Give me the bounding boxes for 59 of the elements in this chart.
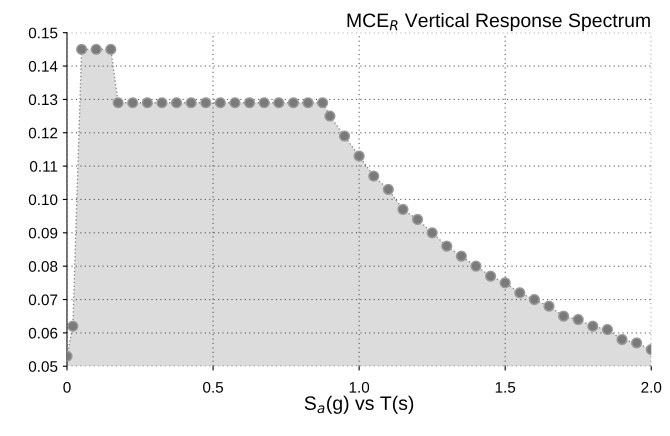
point: [456, 250, 467, 262]
point: [156, 97, 168, 108]
point: [324, 110, 336, 122]
point: [186, 97, 197, 108]
y-tick-label: 0.06: [28, 328, 58, 339]
point: [288, 97, 299, 108]
point: [602, 324, 613, 336]
point: [105, 44, 116, 55]
x-tick-label: 0.5: [203, 382, 224, 393]
point: [616, 334, 628, 346]
point: [170, 97, 182, 108]
point: [302, 97, 314, 108]
chart-title: MCE$_{R}$ Vertical Response Spectrum: [348, 12, 650, 32]
y-tick-label: 0.09: [28, 228, 58, 239]
point: [229, 97, 241, 108]
y-tick-label: 0.15: [28, 28, 58, 38]
point: [200, 97, 212, 108]
y-tick-label: 0.12: [28, 128, 58, 138]
y-tick-label: 0.05: [28, 361, 58, 372]
x-axis-title: S$_{a}$(g) vs T(s): [304, 396, 414, 414]
point: [631, 337, 642, 348]
point: [112, 97, 124, 108]
point: [426, 227, 438, 238]
y-tick-label: 0.10: [28, 194, 58, 206]
point: [572, 314, 584, 326]
point: [528, 294, 540, 306]
point: [485, 270, 496, 282]
point: [470, 260, 482, 272]
point: [354, 150, 365, 162]
point: [214, 97, 226, 108]
point: [500, 277, 511, 288]
point: [258, 97, 270, 108]
point: [76, 44, 88, 55]
point: [397, 204, 408, 216]
point: [543, 300, 555, 312]
point: [127, 97, 138, 108]
y-tick-label: 0.08: [28, 261, 58, 272]
point: [142, 97, 153, 108]
point: [67, 320, 78, 332]
point: [368, 170, 380, 182]
x-tick-label: 2.0: [641, 382, 662, 393]
point: [587, 320, 598, 332]
point: [317, 97, 328, 108]
point: [382, 184, 394, 196]
point: [338, 130, 350, 142]
point: [244, 97, 256, 108]
y-tick-label: 0.11: [30, 160, 58, 172]
y-tick-label: 0.13: [28, 94, 58, 106]
x-tick-label: 1.5: [496, 382, 516, 393]
point: [441, 240, 452, 252]
x-tick-label: 0: [63, 382, 71, 393]
point: [558, 310, 570, 322]
point: [273, 97, 284, 108]
point: [412, 214, 424, 226]
y-tick-label: 0.07: [28, 294, 58, 306]
point: [514, 287, 526, 298]
x-tick-label: 1.0: [350, 382, 370, 393]
y-tick-label: 0.14: [28, 60, 58, 72]
point: [90, 44, 102, 55]
